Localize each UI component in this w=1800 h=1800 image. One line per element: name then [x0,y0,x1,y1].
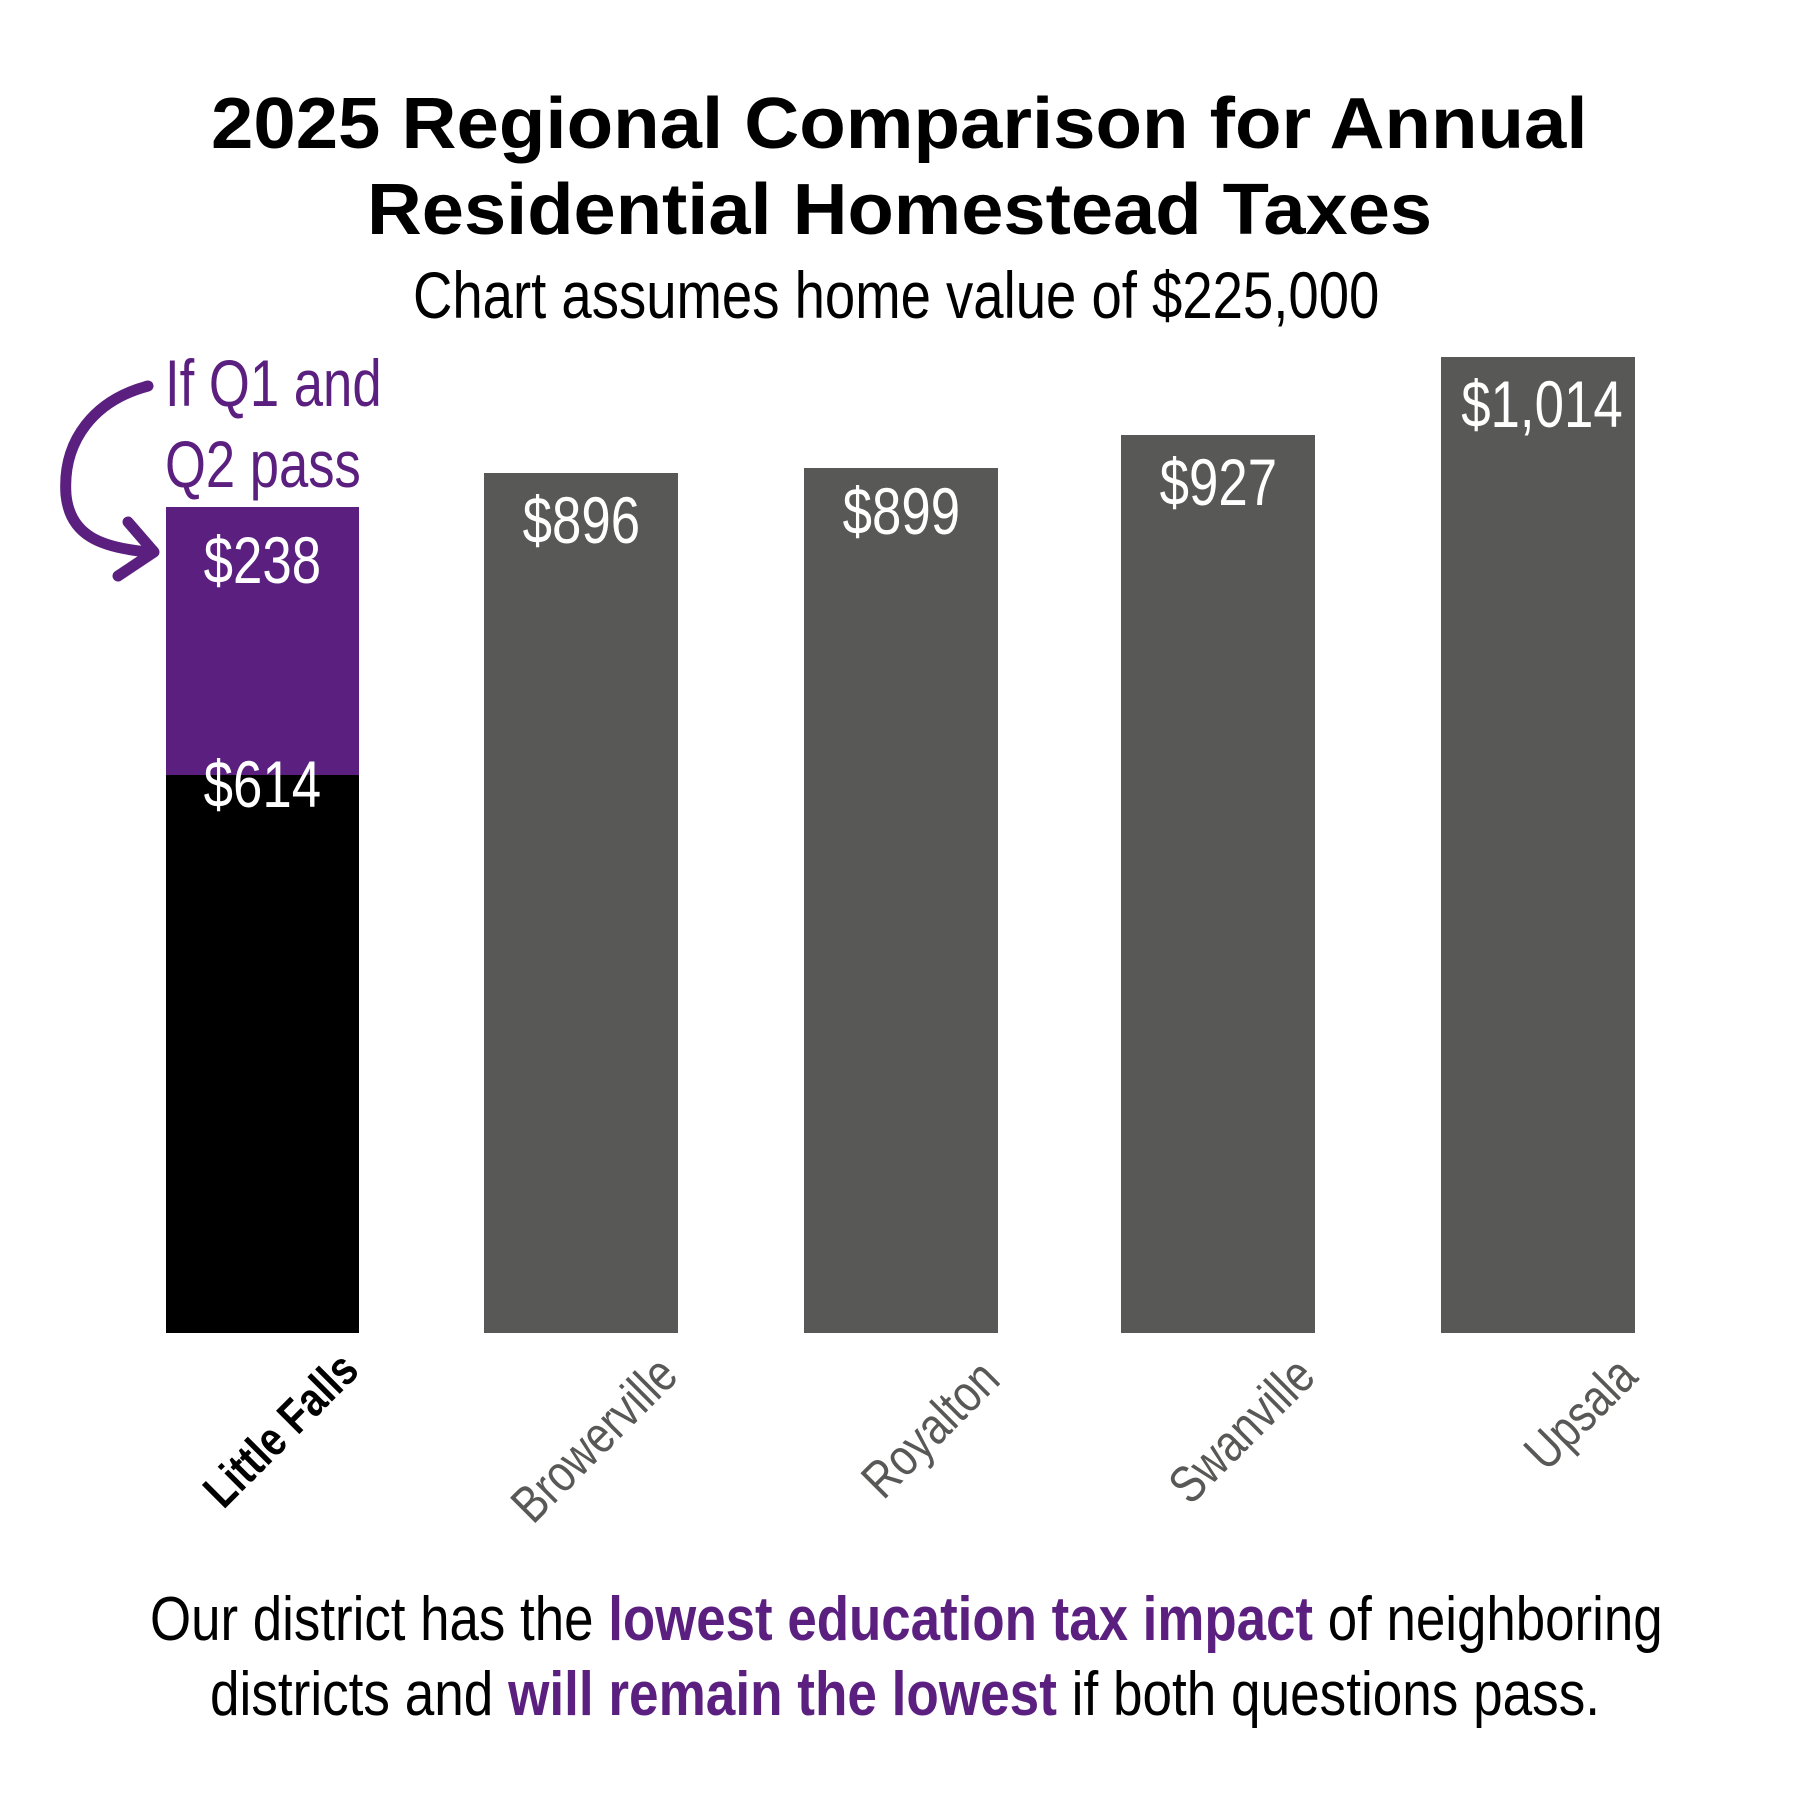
bar-swanville: $927 [1121,435,1315,1333]
bar-upsala: $1,014 [1441,357,1635,1333]
bar-browerville: $896 [484,473,678,1333]
x-label-browerville: Browerville [500,1345,689,1534]
footer-highlight: lowest education tax impact [608,1585,1314,1654]
bar-value-label: $614 [203,747,322,821]
bar-royalton: $899 [804,468,998,1333]
bar-value-label: $899 [842,474,960,548]
footer-text: of neighboring [1313,1585,1663,1654]
curved-arrow-icon [60,380,160,582]
chart-title-line2: Residential Homestead Taxes [367,170,1433,250]
x-label-little-falls: Little Falls [193,1342,369,1519]
bar-value-label: $238 [203,523,322,597]
x-label-swanville: Swanville [1157,1346,1327,1515]
footer-highlight: will remain the lowest [508,1660,1057,1729]
bar-little-falls-base: $614 [166,751,359,1333]
chart-title-line1: 2025 Regional Comparison for Annual [211,84,1588,164]
annotation-line1: If Q1 and [165,346,382,420]
footer-line2: districts and will remain the lowest if … [210,1664,1600,1726]
footer-line1: Our district has the lowest education ta… [150,1589,1663,1651]
bar-little-falls-added: $238 [166,507,359,775]
footer-text: Our district has the [150,1585,609,1654]
chart-subtitle: Chart assumes home value of $225,000 [413,258,1380,332]
bar-value-label: $896 [522,483,640,557]
footer-text: if both questions pass. [1056,1660,1601,1729]
x-label-upsala: Upsala [1513,1346,1649,1482]
x-label-royalton: Royalton [850,1349,1011,1510]
footer-text: districts and [210,1660,509,1729]
bar-value-label: $1,014 [1461,367,1623,441]
bar-value-label: $927 [1159,445,1277,519]
annotation-line2: Q2 pass [165,427,361,501]
